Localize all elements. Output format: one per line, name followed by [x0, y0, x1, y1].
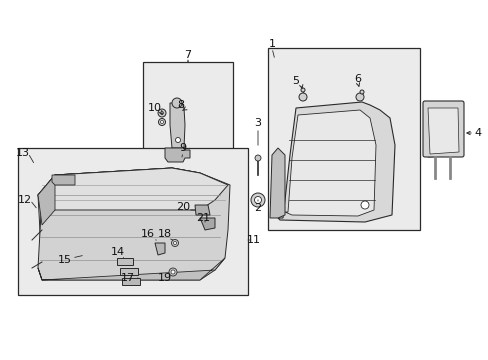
Polygon shape	[38, 168, 229, 280]
Polygon shape	[200, 218, 215, 230]
Polygon shape	[427, 108, 458, 154]
Text: 18: 18	[158, 229, 172, 239]
Polygon shape	[117, 258, 133, 265]
Text: 4: 4	[473, 128, 481, 138]
Text: 1: 1	[268, 39, 275, 49]
FancyBboxPatch shape	[422, 101, 463, 157]
Polygon shape	[38, 168, 227, 197]
Text: 16: 16	[141, 229, 155, 239]
Text: 21: 21	[196, 213, 210, 223]
Polygon shape	[55, 168, 200, 197]
Text: 5: 5	[292, 76, 299, 86]
Polygon shape	[38, 175, 55, 225]
Text: 19: 19	[158, 273, 172, 283]
Text: 10: 10	[148, 103, 162, 113]
Text: 6: 6	[354, 74, 361, 84]
Text: 14: 14	[111, 247, 125, 257]
Circle shape	[301, 88, 305, 92]
Polygon shape	[424, 105, 461, 157]
Polygon shape	[38, 258, 224, 280]
Polygon shape	[120, 268, 138, 275]
Bar	[142, 62, 232, 155]
Circle shape	[254, 155, 261, 161]
Circle shape	[160, 112, 163, 114]
Text: 8: 8	[177, 100, 184, 110]
Text: 2: 2	[254, 203, 261, 213]
Circle shape	[172, 98, 182, 108]
Circle shape	[254, 197, 261, 203]
Bar	[18, 148, 247, 295]
Text: 3: 3	[254, 118, 261, 128]
Circle shape	[250, 193, 264, 207]
Polygon shape	[38, 168, 227, 210]
Polygon shape	[285, 110, 375, 216]
Circle shape	[158, 118, 165, 126]
Circle shape	[171, 239, 178, 247]
Bar	[267, 48, 419, 230]
Text: 15: 15	[58, 255, 72, 265]
Polygon shape	[155, 243, 164, 255]
Circle shape	[158, 109, 165, 117]
Text: 17: 17	[121, 273, 135, 283]
Polygon shape	[164, 148, 190, 162]
Circle shape	[169, 268, 177, 276]
Polygon shape	[278, 102, 394, 222]
Text: 12: 12	[18, 195, 32, 205]
Polygon shape	[38, 175, 105, 268]
Text: 9: 9	[179, 143, 186, 153]
Circle shape	[175, 138, 180, 143]
Text: 13: 13	[16, 148, 30, 158]
Polygon shape	[170, 103, 184, 148]
Circle shape	[171, 270, 175, 274]
Polygon shape	[195, 205, 209, 215]
Circle shape	[173, 242, 176, 244]
Polygon shape	[52, 175, 75, 185]
Circle shape	[298, 93, 306, 101]
Polygon shape	[269, 148, 285, 218]
Text: 7: 7	[184, 50, 191, 60]
Text: 20: 20	[176, 202, 190, 212]
Polygon shape	[122, 278, 140, 285]
Circle shape	[360, 201, 368, 209]
Circle shape	[355, 93, 363, 101]
Circle shape	[359, 90, 363, 94]
Text: 11: 11	[246, 235, 261, 245]
Circle shape	[160, 121, 163, 123]
